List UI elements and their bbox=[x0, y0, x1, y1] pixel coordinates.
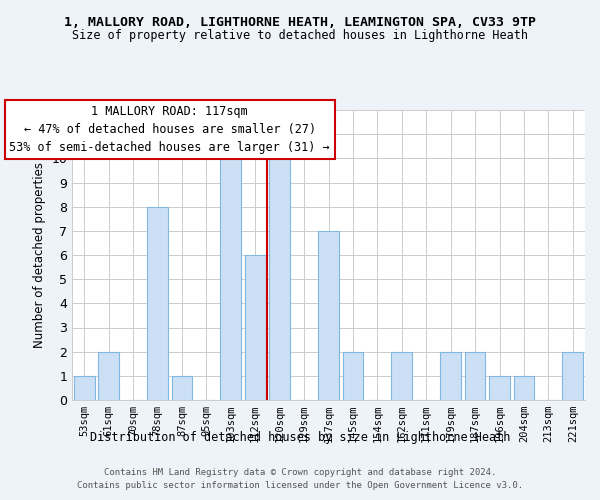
Text: 1, MALLORY ROAD, LIGHTHORNE HEATH, LEAMINGTON SPA, CV33 9TP: 1, MALLORY ROAD, LIGHTHORNE HEATH, LEAMI… bbox=[64, 16, 536, 29]
Bar bbox=[489, 376, 510, 400]
Bar bbox=[220, 158, 241, 400]
Bar bbox=[343, 352, 364, 400]
Bar bbox=[514, 376, 535, 400]
Bar bbox=[269, 158, 290, 400]
Bar bbox=[245, 255, 266, 400]
Bar bbox=[464, 352, 485, 400]
Text: Distribution of detached houses by size in Lighthorne Heath: Distribution of detached houses by size … bbox=[90, 431, 510, 444]
Bar bbox=[391, 352, 412, 400]
Bar bbox=[318, 231, 339, 400]
Text: Contains public sector information licensed under the Open Government Licence v3: Contains public sector information licen… bbox=[77, 480, 523, 490]
Bar bbox=[440, 352, 461, 400]
Bar bbox=[74, 376, 95, 400]
Y-axis label: Number of detached properties: Number of detached properties bbox=[33, 162, 46, 348]
Text: 1 MALLORY ROAD: 117sqm
← 47% of detached houses are smaller (27)
53% of semi-det: 1 MALLORY ROAD: 117sqm ← 47% of detached… bbox=[10, 105, 330, 154]
Text: Contains HM Land Registry data © Crown copyright and database right 2024.: Contains HM Land Registry data © Crown c… bbox=[104, 468, 496, 477]
Text: Size of property relative to detached houses in Lighthorne Heath: Size of property relative to detached ho… bbox=[72, 30, 528, 43]
Bar bbox=[172, 376, 193, 400]
Bar bbox=[147, 206, 168, 400]
Bar bbox=[98, 352, 119, 400]
Bar bbox=[562, 352, 583, 400]
